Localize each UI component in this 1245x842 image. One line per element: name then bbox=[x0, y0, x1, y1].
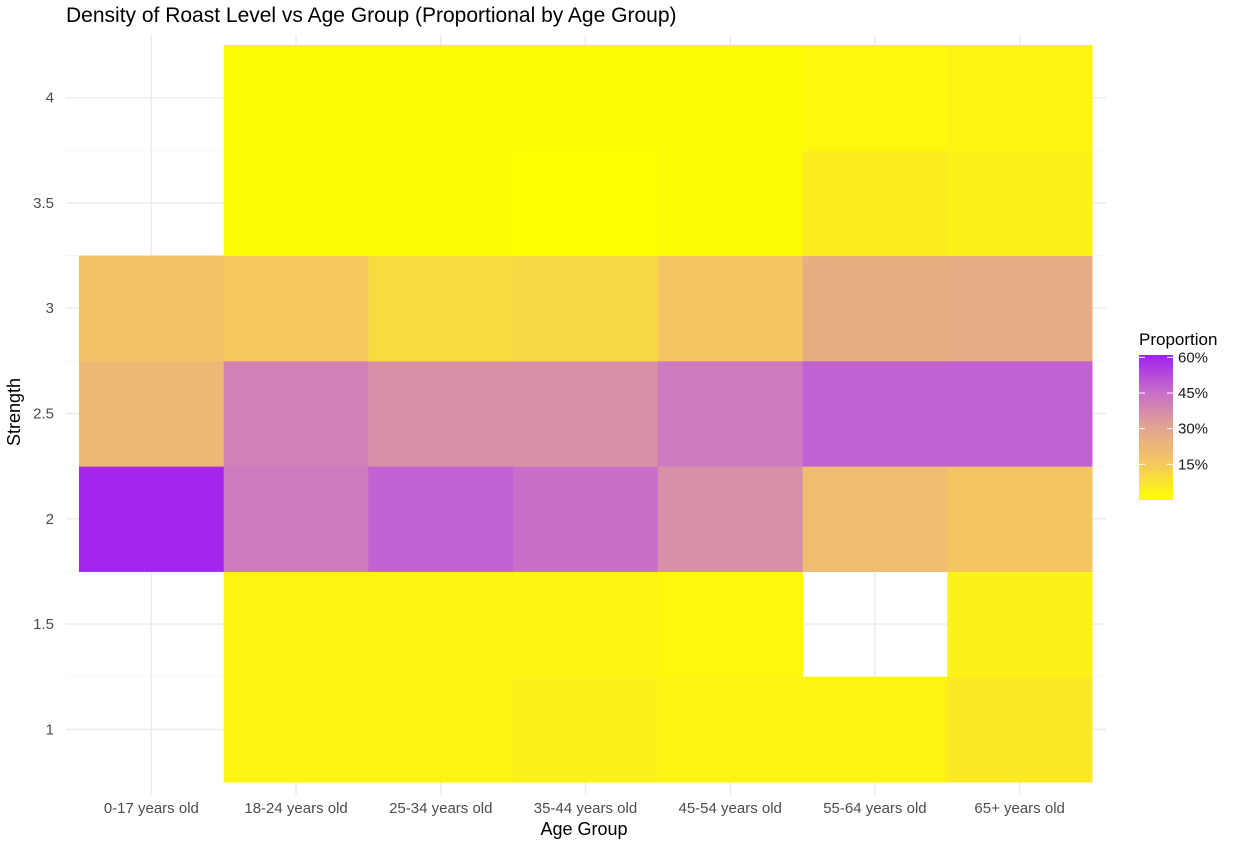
heatmap-cell bbox=[657, 676, 804, 783]
x-tick-label: 65+ years old bbox=[974, 800, 1064, 817]
heatmap-cell bbox=[947, 150, 1093, 257]
heatmap-cell bbox=[657, 255, 804, 362]
heatmap-cell bbox=[368, 360, 514, 467]
heatmap-cell bbox=[79, 360, 225, 467]
y-tick-label: 3 bbox=[46, 300, 54, 317]
heatmap-cell bbox=[513, 360, 659, 467]
heatmap-cells bbox=[79, 45, 1093, 783]
legend-ticks: 60% 45% 30% 15% bbox=[1139, 349, 1208, 473]
heatmap-cell bbox=[802, 360, 948, 467]
heatmap-cell bbox=[223, 676, 369, 783]
heatmap-cell bbox=[657, 466, 804, 572]
heatmap-cell bbox=[947, 571, 1093, 678]
heatmap-cell bbox=[368, 676, 514, 783]
heatmap-cell bbox=[79, 255, 225, 362]
heatmap-cell bbox=[802, 45, 948, 151]
heatmap-cell bbox=[513, 466, 659, 572]
heatmap-cell bbox=[802, 676, 948, 783]
heatmap-cell bbox=[368, 466, 514, 572]
heatmap-cell bbox=[947, 676, 1093, 783]
y-tick-label: 2 bbox=[46, 511, 54, 528]
legend-tick-label: 45% bbox=[1178, 385, 1208, 402]
x-axis-title: Age Group bbox=[540, 819, 627, 839]
heatmap-cell bbox=[223, 255, 369, 362]
y-axis-title: Strength bbox=[4, 378, 24, 446]
heatmap-cell bbox=[947, 255, 1093, 362]
heatmap-cell bbox=[513, 676, 659, 783]
heatmap-cell bbox=[802, 255, 948, 362]
heatmap-cell bbox=[223, 360, 369, 467]
heatmap-cell bbox=[368, 255, 514, 362]
heatmap-cell bbox=[657, 150, 804, 257]
heatmap-cell bbox=[947, 466, 1093, 572]
heatmap-cell bbox=[657, 360, 804, 467]
x-axis-ticks: 0-17 years old 18-24 years old 25-34 years… bbox=[104, 800, 1065, 817]
x-tick-label: 18-24 years old bbox=[244, 800, 347, 817]
y-tick-label: 3.5 bbox=[33, 195, 54, 212]
heatmap-cell bbox=[802, 466, 948, 572]
x-tick-label: 35-44 years old bbox=[534, 800, 637, 817]
heatmap-cell bbox=[657, 45, 804, 151]
heatmap-cell bbox=[657, 571, 804, 678]
heatmap-cell bbox=[947, 360, 1093, 467]
heatmap-cell bbox=[223, 571, 369, 678]
heatmap-cell bbox=[223, 45, 369, 151]
heatmap-cell bbox=[513, 45, 659, 151]
legend-title: Proportion bbox=[1139, 330, 1217, 349]
heatmap-cell bbox=[368, 45, 514, 151]
y-tick-label: 1.5 bbox=[33, 616, 54, 633]
heatmap-cell bbox=[802, 150, 948, 257]
x-tick-label: 0-17 years old bbox=[104, 800, 199, 817]
heatmap-cell bbox=[513, 571, 659, 678]
heatmap-cell bbox=[513, 150, 659, 257]
heatmap-cell bbox=[513, 255, 659, 362]
heatmap-cell bbox=[947, 45, 1093, 151]
legend-tick-label: 60% bbox=[1178, 349, 1208, 366]
legend-tick-label: 30% bbox=[1178, 421, 1208, 438]
y-tick-label: 1 bbox=[46, 721, 54, 738]
heatmap-cell bbox=[223, 150, 369, 257]
x-tick-label: 45-54 years old bbox=[679, 800, 782, 817]
x-tick-label: 55-64 years old bbox=[823, 800, 926, 817]
chart-title: Density of Roast Level vs Age Group (Pro… bbox=[66, 4, 677, 27]
y-tick-label: 4 bbox=[46, 90, 54, 107]
y-axis-ticks: 1 1.5 2 2.5 3 3.5 4 bbox=[33, 90, 54, 739]
y-tick-label: 2.5 bbox=[33, 406, 54, 423]
legend: Proportion 60% 45% 30% 15% bbox=[1139, 330, 1217, 500]
heatmap-cell bbox=[368, 150, 514, 257]
heatmap-cell bbox=[223, 466, 369, 572]
heatmap-cell bbox=[368, 571, 514, 678]
legend-tick-label: 15% bbox=[1178, 456, 1208, 473]
x-tick-label: 25-34 years old bbox=[389, 800, 492, 817]
heatmap-cell bbox=[79, 466, 225, 572]
legend-colorbar bbox=[1139, 355, 1173, 500]
